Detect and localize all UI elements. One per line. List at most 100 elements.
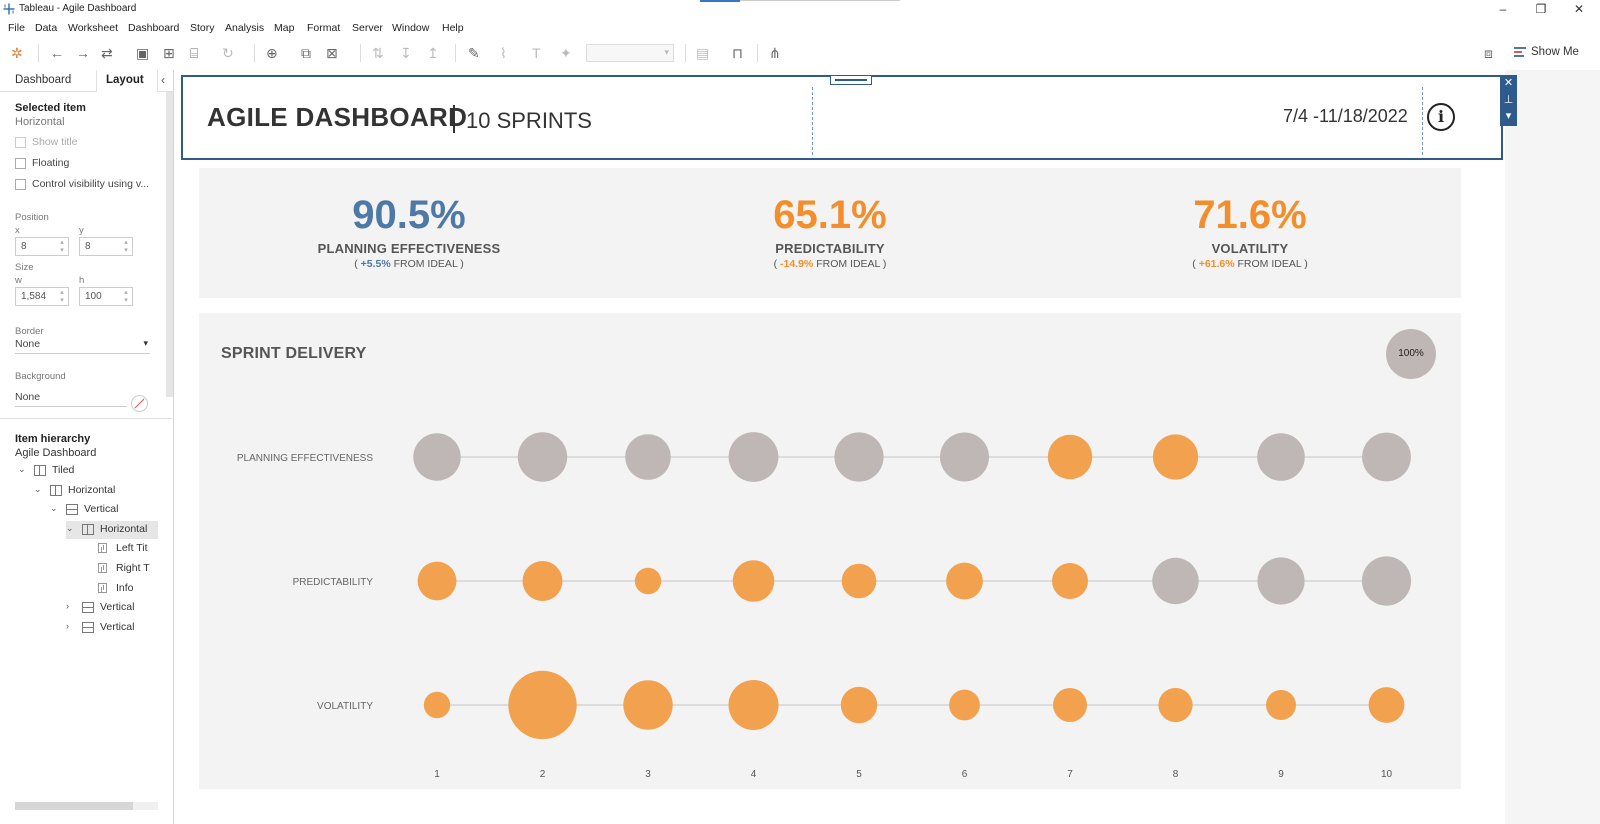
sprint-bubble[interactable] [1047, 434, 1093, 480]
clear-sheet-icon[interactable]: ⊠ [326, 45, 338, 61]
undo-icon[interactable]: ← [50, 45, 64, 61]
tree-item[interactable]: Left Tit [82, 540, 158, 558]
sprint-bubble[interactable] [517, 432, 568, 482]
sprint-bubble[interactable] [623, 680, 673, 730]
sprint-bubble[interactable] [949, 689, 980, 721]
close-button[interactable]: ✕ [1573, 2, 1585, 16]
sprint-bubble[interactable] [1152, 557, 1199, 605]
collapse-pane-icon[interactable]: ‹ [161, 73, 165, 87]
move-handle-icon[interactable] [830, 75, 872, 85]
chevron-right-icon[interactable]: › [66, 601, 69, 612]
sprint-bubble[interactable] [634, 567, 662, 595]
menu-data[interactable]: Data [35, 22, 58, 34]
sprint-bubble[interactable] [1361, 556, 1412, 606]
sort-descending-icon[interactable]: ↥ [427, 45, 439, 61]
menu-story[interactable]: Story [190, 22, 215, 34]
sprint-bubble[interactable] [728, 432, 779, 482]
no-color-swatch-icon[interactable] [131, 395, 148, 412]
sprint-bubble[interactable] [1053, 688, 1087, 722]
sprint-bubble[interactable] [940, 432, 989, 482]
x-position-input[interactable]: 8 [15, 237, 69, 256]
pin-icon[interactable]: ⊥ [1503, 94, 1514, 106]
sprint-bubble[interactable] [417, 561, 457, 601]
menu-window[interactable]: Window [392, 22, 430, 34]
sprint-bubble[interactable] [1257, 433, 1305, 481]
chevron-down-icon[interactable]: ⌄ [66, 522, 74, 533]
highlight-icon[interactable]: ✎ [468, 45, 480, 61]
sprint-bubble[interactable] [840, 686, 878, 724]
tree-item[interactable]: Info [82, 580, 158, 598]
minimize-button[interactable]: – [1499, 2, 1507, 16]
tableau-start-icon[interactable]: ✲ [11, 45, 23, 61]
duplicate-sheet-icon[interactable]: ⧉ [301, 45, 311, 61]
more-options-icon[interactable]: ▾ [1505, 110, 1512, 122]
pane-scrollbar[interactable] [166, 92, 173, 397]
sprint-bubble[interactable] [834, 432, 884, 482]
chevron-down-icon[interactable]: ⌄ [18, 464, 26, 474]
sprint-bubble[interactable] [1158, 687, 1193, 723]
chevron-down-icon[interactable]: ⌄ [34, 483, 42, 494]
sprint-bubble[interactable] [1152, 434, 1199, 480]
tree-item[interactable]: ⌄ Horizontal [66, 520, 158, 539]
chevron-down-icon[interactable]: ⌄ [50, 503, 58, 514]
group-members-icon[interactable]: ⌇ [500, 45, 507, 61]
sprint-bubble[interactable] [1362, 432, 1411, 482]
menu-map[interactable]: Map [274, 22, 295, 34]
fit-dropdown[interactable] [586, 44, 674, 62]
tree-item[interactable]: › Vertical [66, 599, 158, 617]
sprint-bubble[interactable] [1368, 687, 1405, 723]
width-input[interactable]: 1,584 [15, 287, 69, 306]
data-guide-icon[interactable]: ⧈ [1484, 45, 1493, 61]
tab-dashboard[interactable]: Dashboard [15, 74, 72, 86]
sprint-bubble[interactable] [1052, 563, 1088, 599]
tree-item[interactable]: ⌄ Vertical [50, 501, 158, 519]
background-dropdown[interactable]: None [15, 391, 127, 407]
header-container-selected[interactable]: AGILE DASHBOARD 10 SPRINTS 7/4 -11/18/20… [181, 75, 1503, 160]
replay-icon[interactable]: ⇄ [101, 45, 113, 61]
share-icon[interactable]: ⋔ [769, 45, 781, 61]
remove-icon[interactable]: ✕ [1503, 77, 1514, 89]
show-cards-icon[interactable]: ▤ [696, 45, 710, 61]
sprint-bubble[interactable] [732, 560, 775, 602]
tree-item[interactable]: ⌄ Horizontal [34, 482, 158, 500]
menu-dashboard[interactable]: Dashboard [128, 22, 180, 34]
show-me-icon[interactable] [1514, 46, 1526, 58]
scrollbar-thumb[interactable] [15, 802, 133, 810]
presentation-mode-icon[interactable]: ⊓ [732, 45, 743, 61]
tree-horizontal-scrollbar[interactable] [15, 802, 158, 810]
chevron-right-icon[interactable]: › [66, 620, 69, 631]
fix-axes-icon[interactable]: ✦ [560, 45, 572, 61]
tree-item[interactable]: ⌄ Tiled [18, 462, 158, 480]
new-data-source-icon[interactable]: ⊞ [163, 45, 175, 61]
sprint-bubble[interactable] [1266, 690, 1296, 720]
y-position-input[interactable]: 8 [79, 237, 133, 256]
sprint-bubble[interactable] [946, 562, 983, 600]
swap-rows-columns-icon[interactable]: ⇅ [372, 45, 384, 61]
sprint-bubble[interactable] [625, 434, 671, 480]
sprint-bubble[interactable] [522, 561, 563, 601]
restore-button[interactable]: ❐ [1535, 2, 1547, 16]
menu-file[interactable]: File [8, 22, 25, 34]
height-input[interactable]: 100 [79, 287, 133, 306]
show-mark-labels-icon[interactable]: T [532, 45, 541, 61]
sprint-bubble[interactable] [508, 670, 577, 740]
menu-help[interactable]: Help [442, 22, 464, 34]
menu-analysis[interactable]: Analysis [225, 22, 265, 34]
refresh-icon[interactable]: ↻ [222, 45, 234, 61]
tree-item[interactable]: › Vertical [66, 619, 158, 637]
tab-layout[interactable]: Layout [106, 74, 144, 86]
tree-item[interactable]: Right T [82, 560, 158, 578]
menu-worksheet[interactable]: Worksheet [68, 22, 118, 34]
menu-format[interactable]: Format [307, 22, 341, 34]
sort-ascending-icon[interactable]: ↧ [400, 45, 412, 61]
sprint-bubble[interactable] [423, 691, 451, 719]
menu-server[interactable]: Server [352, 22, 383, 34]
show-me-button[interactable]: Show Me [1531, 46, 1579, 58]
new-worksheet-icon[interactable]: ⊕ [266, 45, 278, 61]
sprint-bubble[interactable] [841, 563, 877, 599]
sprint-bubble[interactable] [413, 433, 461, 481]
sprint-bubble[interactable] [1257, 557, 1305, 605]
info-icon[interactable]: i [1427, 103, 1455, 131]
redo-icon[interactable]: → [76, 45, 90, 61]
save-icon[interactable]: ▣ [136, 45, 150, 61]
